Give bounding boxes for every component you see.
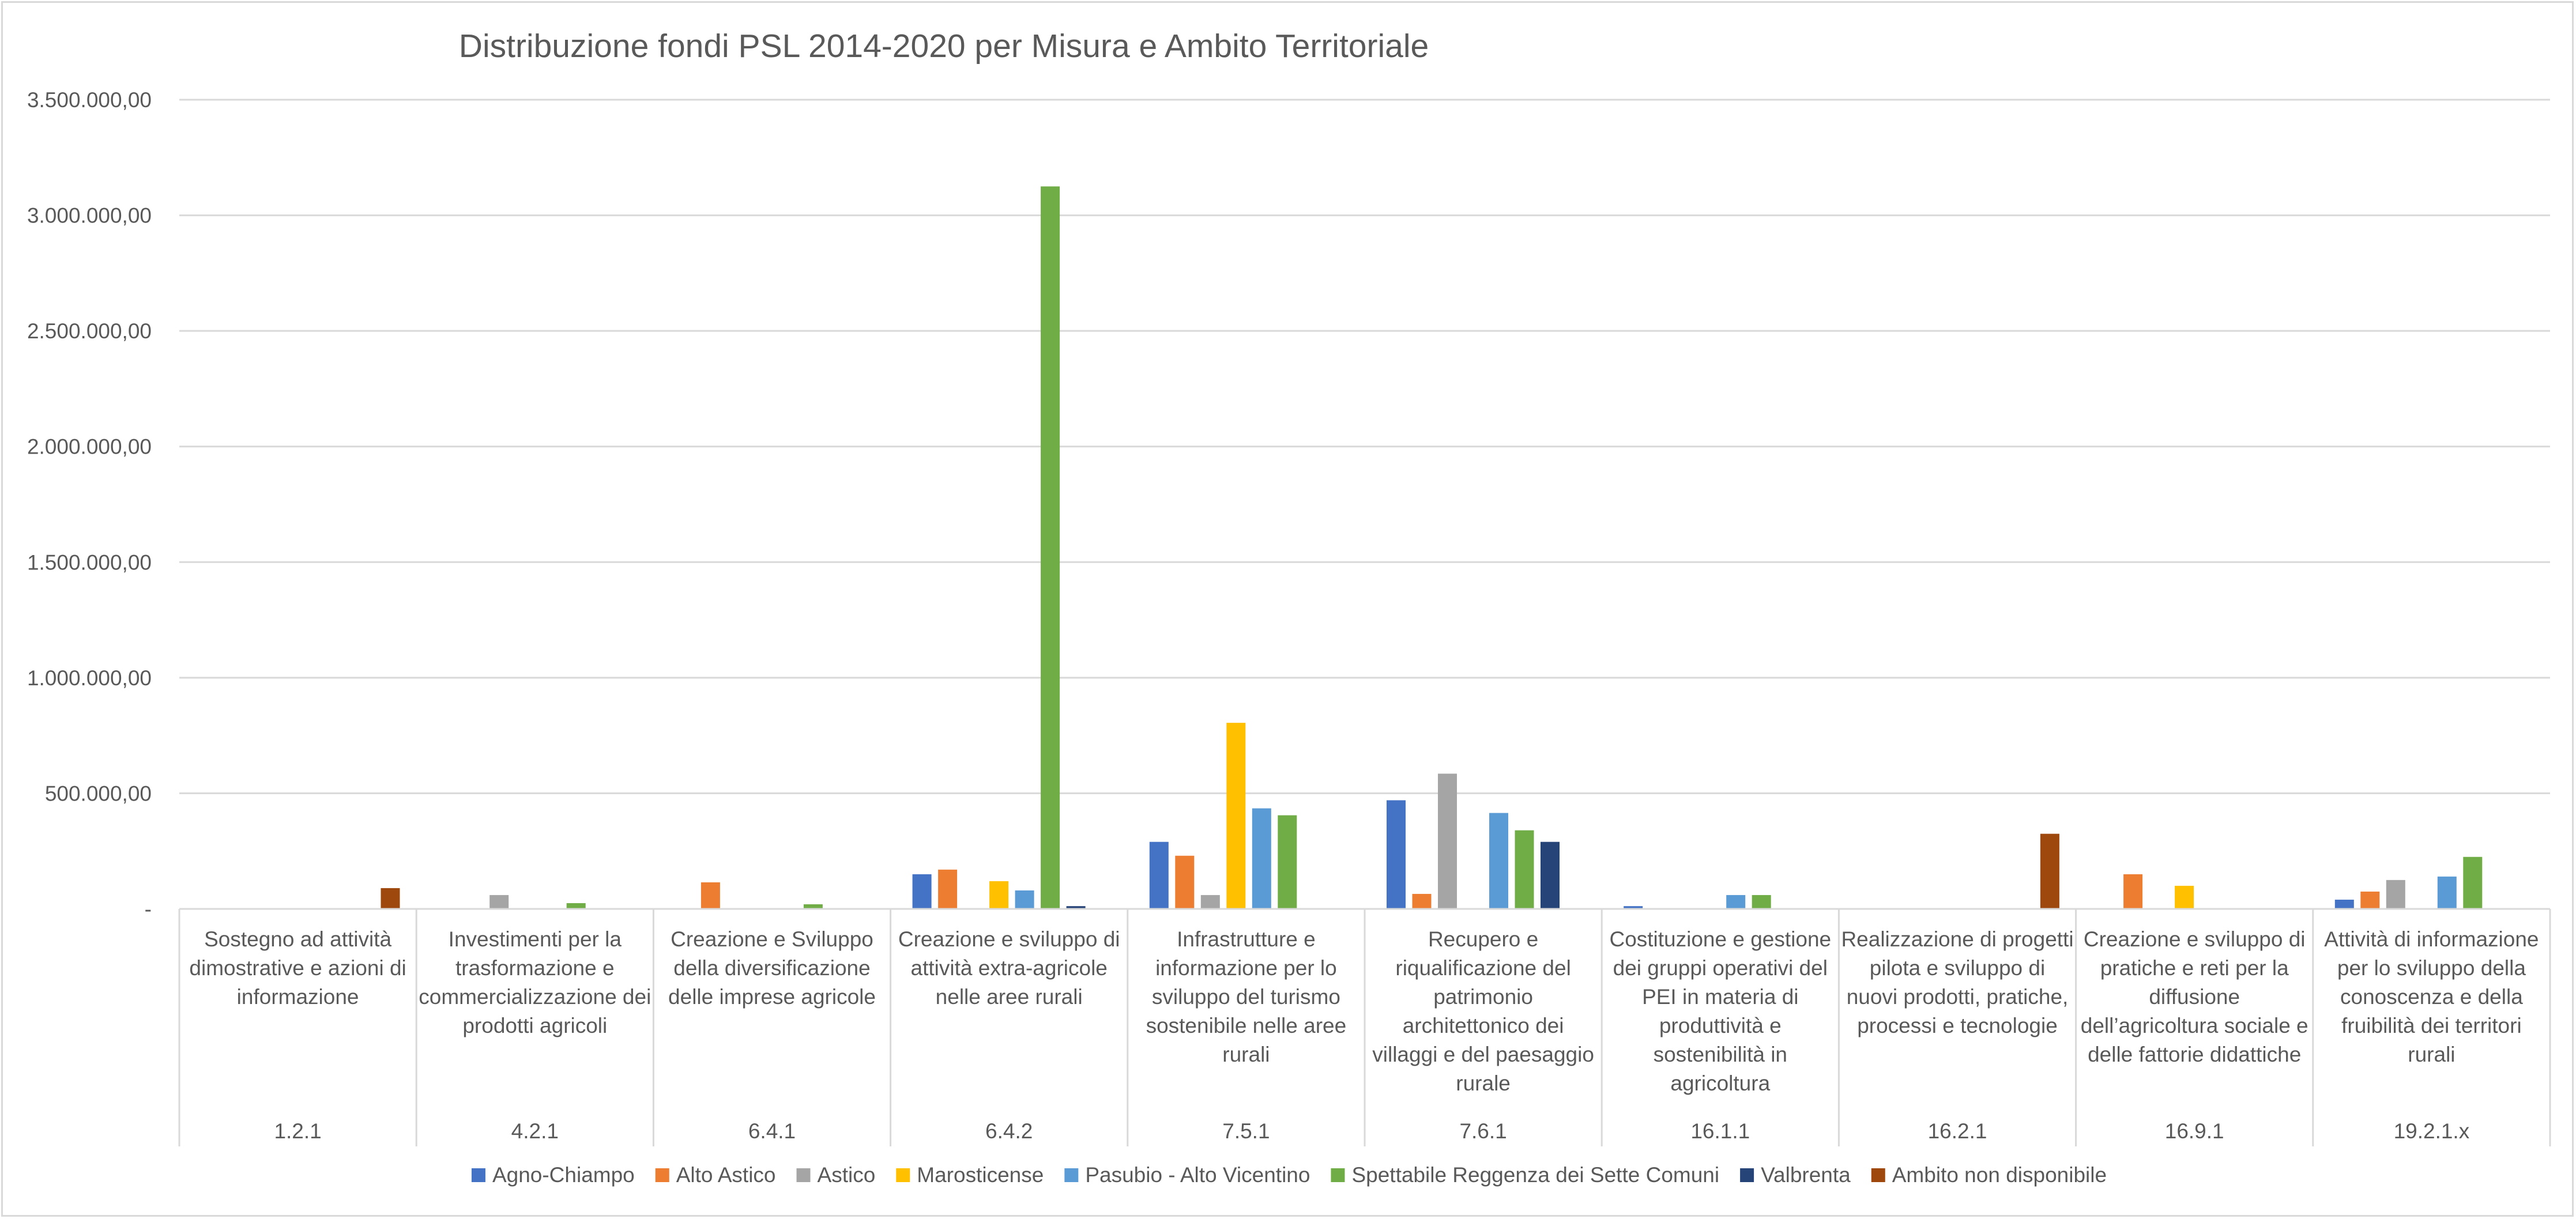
bar bbox=[2040, 833, 2059, 909]
legend-label: Ambito non disponibile bbox=[1892, 1163, 2107, 1187]
bar bbox=[1541, 841, 1560, 909]
legend-swatch bbox=[796, 1168, 811, 1182]
legend-label: Astico bbox=[818, 1163, 876, 1187]
bar bbox=[989, 881, 1009, 909]
y-axis-tick-labels: - 500.000,00 1.000.000,00 1.500.000,00 2.000… bbox=[27, 88, 152, 921]
bar bbox=[2123, 874, 2143, 909]
category-code-label: 6.4.1 bbox=[748, 1119, 796, 1143]
bar bbox=[1200, 895, 1220, 909]
legend-swatch bbox=[655, 1168, 669, 1182]
category-label: Sostegno ad attività dimostrative e azion… bbox=[189, 927, 406, 1009]
legend-label: Valbrenta bbox=[1761, 1163, 1851, 1187]
y-tick-label: 2.500.000,00 bbox=[27, 319, 152, 343]
y-tick-label: 1.000.000,00 bbox=[27, 666, 152, 690]
category-label: Infrastrutture e informazione per lo svilu… bbox=[1146, 927, 1347, 1066]
category-code-label: 16.1.1 bbox=[1690, 1119, 1750, 1143]
category-label: Creazione e sviluppo di pratiche e reti p… bbox=[2081, 927, 2308, 1066]
legend-label: Pasubio - Alto Vicentino bbox=[1085, 1163, 1310, 1187]
bar bbox=[2175, 885, 2194, 909]
bar bbox=[912, 874, 932, 909]
legend-swatch bbox=[471, 1168, 485, 1182]
chart-title: Distribuzione fondi PSL 2014-2020 per Mi… bbox=[459, 28, 1429, 65]
bar bbox=[566, 903, 586, 909]
category-code-label: 1.2.1 bbox=[274, 1119, 321, 1143]
y-tick-label: 1.500.000,00 bbox=[27, 550, 152, 574]
category-label: Realizzazione di progetti pilota e svilup… bbox=[1841, 927, 2073, 1037]
category-code-label: 4.2.1 bbox=[511, 1119, 559, 1143]
legend-swatch bbox=[1871, 1168, 1885, 1182]
bar bbox=[2360, 891, 2380, 909]
bar bbox=[1438, 773, 1457, 909]
legend: Agno-Chiampo Alto Astico Astico Marosticens… bbox=[471, 1163, 2107, 1187]
legend-label: Marosticense bbox=[917, 1163, 1044, 1187]
bar bbox=[1041, 186, 1060, 909]
category-code-label: 16.9.1 bbox=[2165, 1119, 2224, 1143]
bar bbox=[1624, 906, 1643, 909]
legend-swatch bbox=[1740, 1168, 1754, 1182]
legend-label: Agno-Chiampo bbox=[492, 1163, 635, 1187]
bar bbox=[2463, 856, 2483, 909]
bar bbox=[1015, 890, 1034, 909]
category-code-label: 16.2.1 bbox=[1928, 1119, 1987, 1143]
y-tick-label: 2.000.000,00 bbox=[27, 435, 152, 459]
category-label: Attività di informazione per lo sviluppo … bbox=[2324, 927, 2539, 1066]
bars bbox=[381, 186, 2483, 909]
bar bbox=[2437, 876, 2457, 909]
y-tick-label: - bbox=[145, 897, 152, 921]
bar bbox=[1387, 800, 1406, 909]
bar bbox=[381, 888, 400, 909]
legend-swatch bbox=[896, 1168, 910, 1182]
category-code-label: 7.5.1 bbox=[1222, 1119, 1270, 1143]
gridlines bbox=[179, 99, 2550, 794]
bar bbox=[701, 882, 720, 909]
y-tick-label: 3.000.000,00 bbox=[27, 204, 152, 228]
category-axis: Sostegno ad attività dimostrative e azion… bbox=[178, 908, 2551, 1146]
bar bbox=[1066, 906, 1086, 909]
bar bbox=[1489, 813, 1508, 909]
bar bbox=[1412, 893, 1432, 909]
legend-swatch bbox=[1331, 1168, 1345, 1182]
bar bbox=[2334, 899, 2354, 909]
category-label: Recupero e riqualificazione del patrimonio… bbox=[1372, 927, 1594, 1095]
bar bbox=[1515, 830, 1534, 909]
y-tick-label: 3.500.000,00 bbox=[27, 88, 152, 112]
chart-canvas: Distribuzione fondi PSL 2014-2020 per Mi… bbox=[27, 28, 2551, 1187]
category-label: Creazione e Sviluppo della diversificazio… bbox=[668, 927, 876, 1009]
bar bbox=[1149, 841, 1169, 909]
legend-label: Spettabile Reggenza dei Sette Comuni bbox=[1351, 1163, 1719, 1187]
bar bbox=[489, 895, 509, 909]
y-tick-label: 500.000,00 bbox=[45, 782, 152, 805]
category-label: Costituzione e gestione dei gruppi operat… bbox=[1609, 927, 1831, 1095]
category-label: Creazione e sviluppo di attività extra-ag… bbox=[898, 927, 1120, 1009]
bar bbox=[1226, 723, 1246, 909]
bar bbox=[938, 869, 958, 909]
bar bbox=[2386, 880, 2405, 909]
bar bbox=[803, 904, 823, 909]
category-code-label: 6.4.2 bbox=[985, 1119, 1033, 1143]
legend-label: Alto Astico bbox=[676, 1163, 776, 1187]
bar bbox=[1278, 815, 1297, 909]
bar bbox=[1752, 895, 1771, 909]
category-code-label: 7.6.1 bbox=[1459, 1119, 1507, 1143]
bar bbox=[1175, 855, 1195, 909]
bar bbox=[1252, 808, 1271, 909]
category-label: Investimenti per la trasformazione e comme… bbox=[419, 927, 651, 1037]
bar bbox=[1726, 895, 1746, 909]
legend-swatch bbox=[1064, 1168, 1079, 1182]
category-code-label: 19.2.1.x bbox=[2394, 1119, 2470, 1143]
